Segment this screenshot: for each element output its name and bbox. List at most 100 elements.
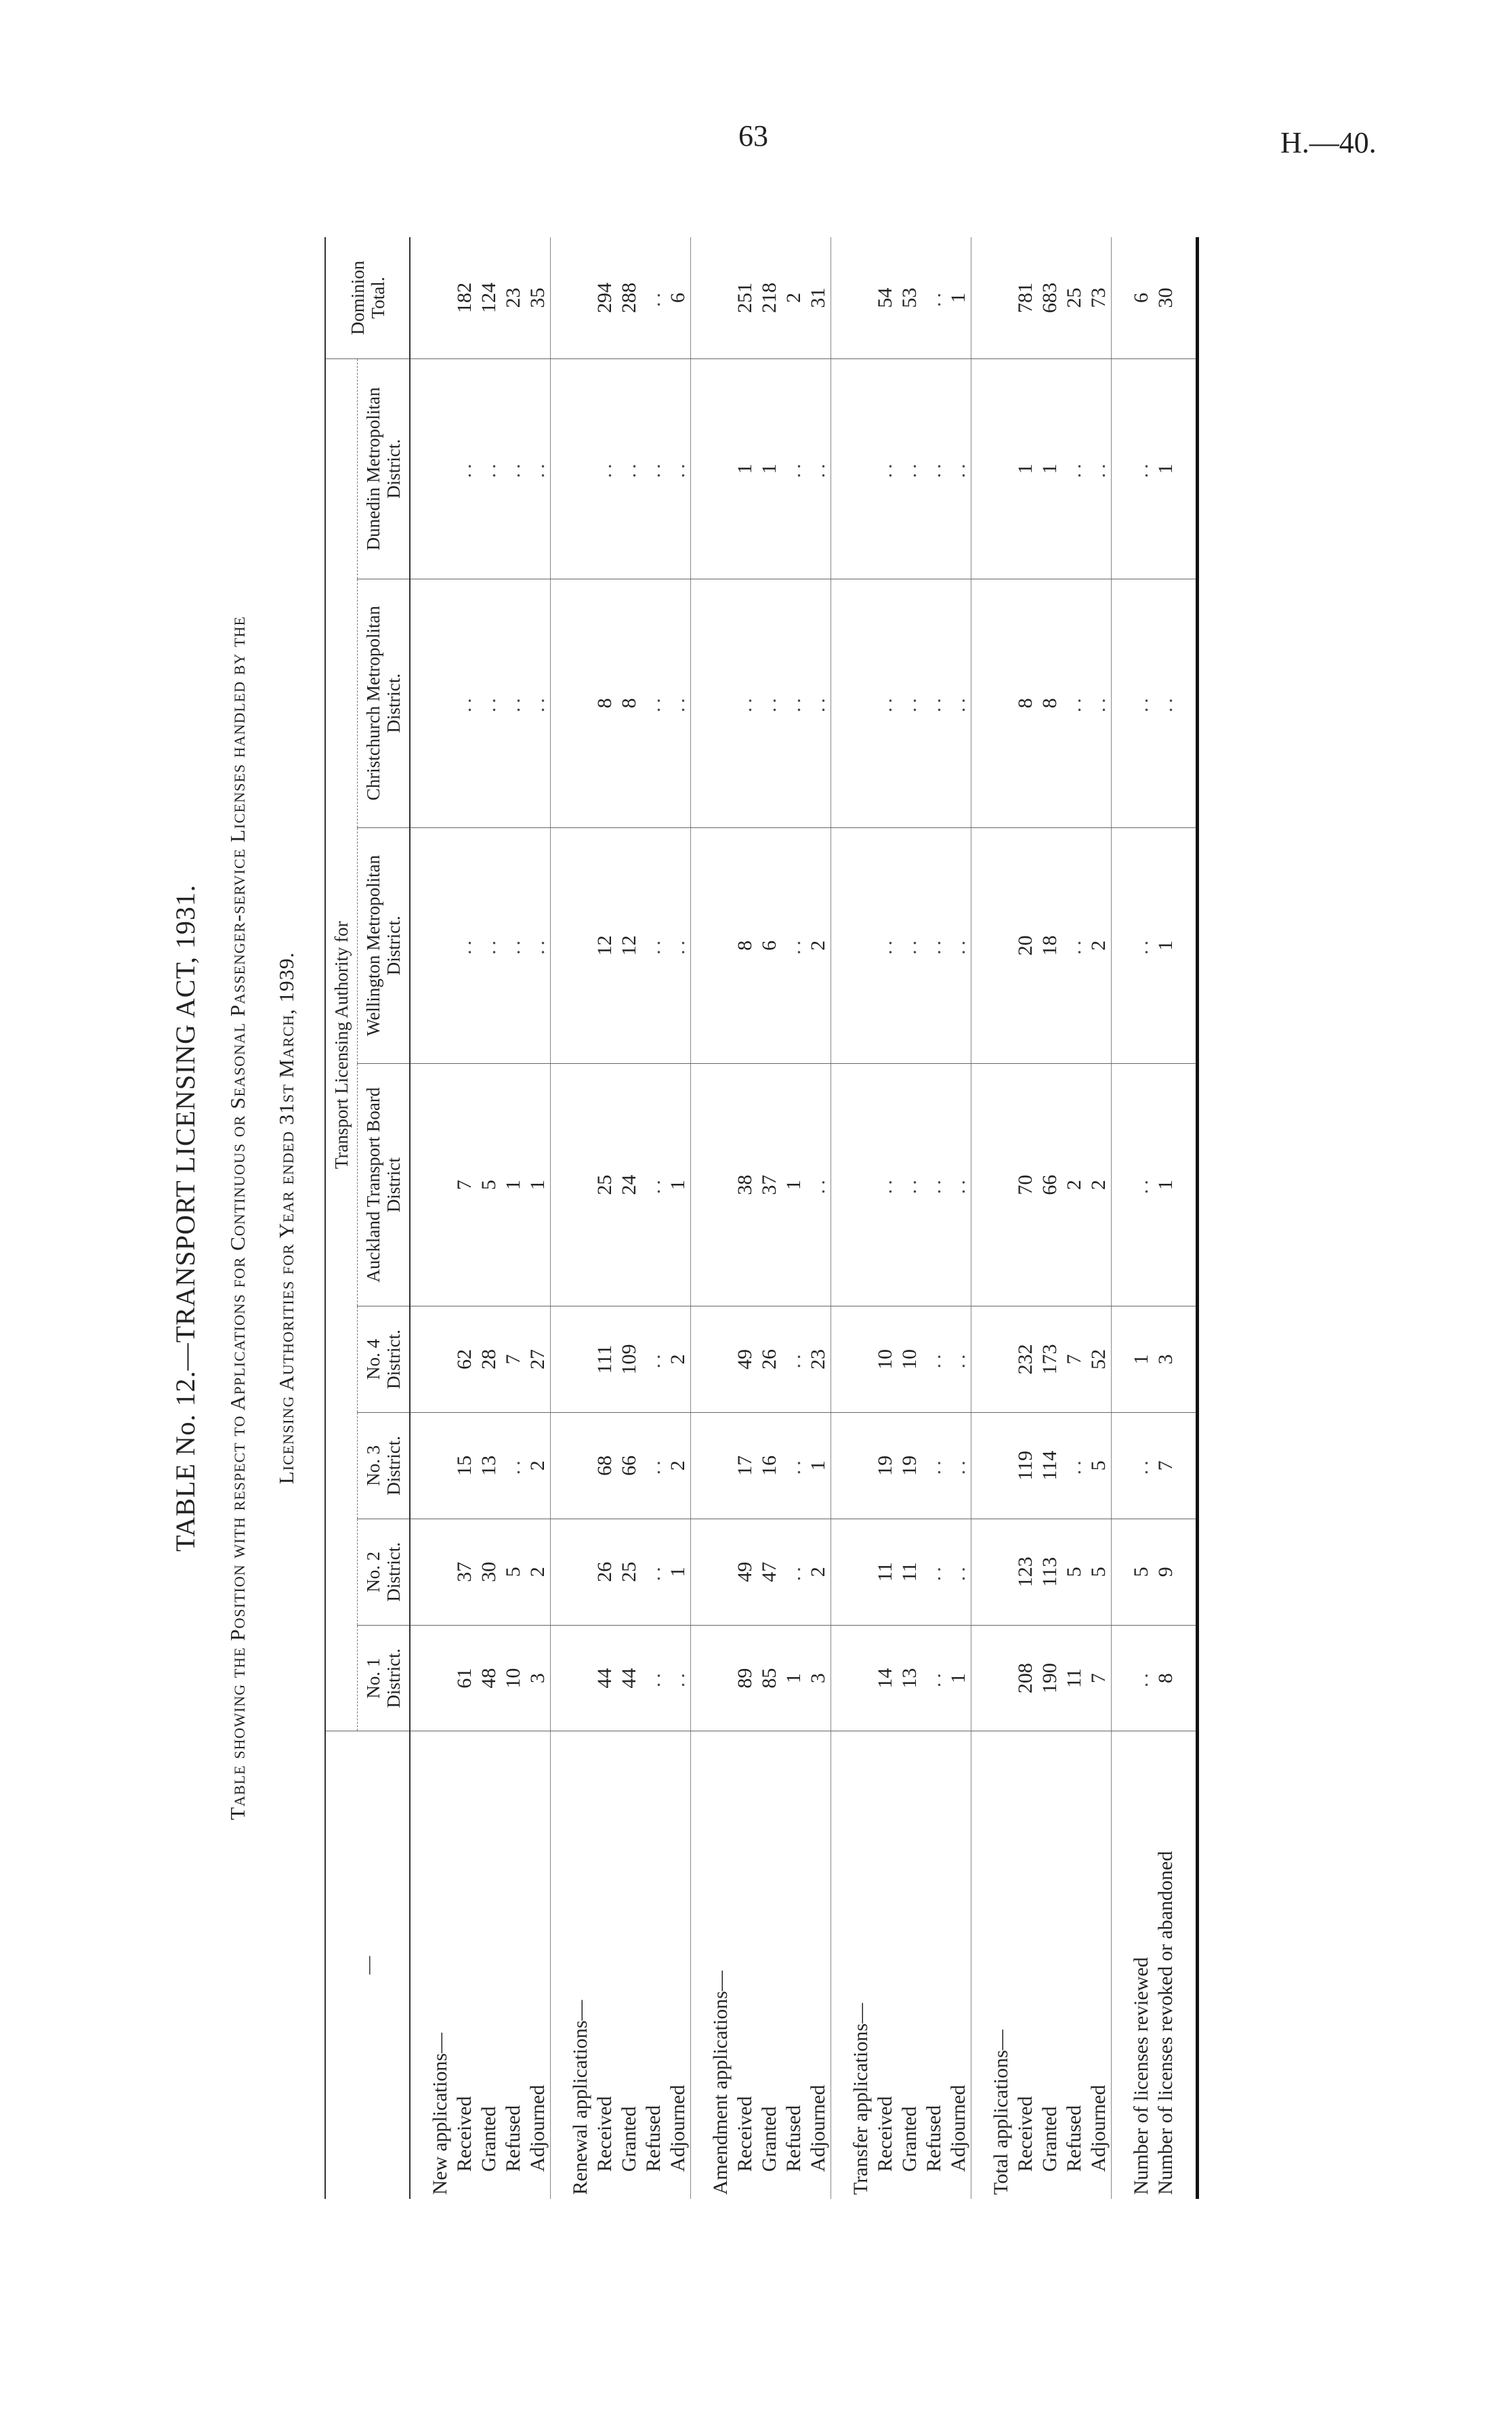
row-label: Refused: [1063, 2105, 1085, 2172]
table-cell: 1: [1013, 358, 1038, 579]
table-cell: ..: [946, 827, 971, 1064]
table-cell: ..: [806, 1063, 831, 1306]
row-label: Refused: [642, 2105, 665, 2172]
table-cell: ..: [898, 579, 922, 828]
table-cell: ..: [782, 1519, 806, 1626]
group-heading-row: New applications—: [428, 237, 453, 2199]
table-cell: 26: [757, 1306, 782, 1413]
table-cell: ..: [617, 358, 642, 579]
table-cell: ..: [782, 827, 806, 1064]
row-label: Granted: [618, 2106, 640, 2172]
table-cell: 66: [617, 1412, 642, 1519]
table-cell: ..: [1154, 579, 1178, 828]
table-row: Number of licenses reviewed.. 5.. 1.......…: [1129, 237, 1154, 2199]
table-cell: 294: [593, 237, 617, 359]
table-cell: ..: [922, 358, 946, 579]
table-cell: 68: [593, 1412, 617, 1519]
table-cell: 5: [477, 1063, 501, 1306]
row-label: Granted: [758, 2106, 780, 2172]
table-cell: ..: [501, 1412, 526, 1519]
table-cell: 12: [617, 827, 642, 1064]
table-cell: 25: [1062, 237, 1087, 359]
table-cell: 1: [757, 358, 782, 579]
table-cell: 123: [1013, 1519, 1038, 1626]
table-cell: 8: [617, 579, 642, 828]
table-cell: ..: [922, 1519, 946, 1626]
table-row: Granted 44 25 66 109 24 12 8.. 288: [617, 237, 642, 2199]
group-heading-row: Amendment applications—: [709, 237, 733, 2199]
table-cell: 6: [1129, 237, 1154, 359]
group-spacer: [690, 237, 709, 2199]
table-cell: 1: [946, 1625, 971, 1731]
group-heading: Renewal applications—: [569, 2000, 591, 2195]
column-header: Wellington Metropolitan District.: [357, 827, 410, 1064]
table-cell: ..: [453, 358, 477, 579]
table-cell: ..: [642, 237, 666, 359]
table-cell: 8: [593, 579, 617, 828]
table-cell: 114: [1038, 1412, 1062, 1519]
table-cell: 1: [806, 1412, 831, 1519]
table-cell: 13: [477, 1412, 501, 1519]
table-cell: 1: [733, 358, 757, 579]
table-cell: 3: [806, 1625, 831, 1731]
group-spacer: [831, 237, 849, 2199]
table-cell: 62: [453, 1306, 477, 1413]
row-label: Refused: [782, 2105, 805, 2172]
table-cell: ..: [946, 358, 971, 579]
table-cell: ..: [453, 827, 477, 1064]
table-row: Refused 1...... 1...... 2: [782, 237, 806, 2199]
table-cell: 2: [526, 1412, 551, 1519]
group-heading: Transfer applications—: [849, 2002, 872, 2195]
table-row: Received 208 123 119 232 70 20 8 1 781: [1013, 237, 1038, 2199]
table-cell: ..: [642, 1063, 666, 1306]
table-cell: 232: [1013, 1306, 1038, 1413]
table-cell: 173: [1038, 1306, 1062, 1413]
table-cell: 11: [898, 1519, 922, 1626]
table-cell: 2: [806, 1519, 831, 1626]
table-cell: ..: [922, 1625, 946, 1731]
table-row: Refused 10 5.. 7 1...... 23: [501, 237, 526, 2199]
table-cell: ..: [666, 827, 691, 1064]
table-cell: ..: [501, 358, 526, 579]
table-cell: 1: [782, 1625, 806, 1731]
table-cell: 1: [666, 1519, 691, 1626]
table-cell: 8: [1154, 1625, 1178, 1731]
table-cell: ..: [1087, 358, 1112, 579]
table-cell: 11: [1062, 1625, 1087, 1731]
table-cell: ..: [526, 358, 551, 579]
row-label: Received: [874, 2096, 896, 2172]
table-cell: ..: [946, 1519, 971, 1626]
table-cell: 1: [666, 1063, 691, 1306]
table-cell: ..: [453, 579, 477, 828]
table-cell: 23: [501, 237, 526, 359]
table-cell: 25: [617, 1519, 642, 1626]
table-row: Granted 190 113 114 173 66 18 8 1 683: [1038, 237, 1062, 2199]
table-cell: 66: [1038, 1063, 1062, 1306]
table-cell: 251: [733, 237, 757, 359]
table-cell: 1: [1038, 358, 1062, 579]
table-cell: 37: [757, 1063, 782, 1306]
table-cell: 27: [526, 1306, 551, 1413]
table-cell: ..: [806, 358, 831, 579]
group-heading-row: Total applications—: [989, 237, 1013, 2199]
table-cell: 2: [1087, 827, 1112, 1064]
column-header: No. 3 District.: [357, 1412, 410, 1519]
table-cell: 10: [873, 1306, 898, 1413]
table-cell: 119: [1013, 1412, 1038, 1519]
table-cell: 37: [453, 1519, 477, 1626]
table-cell: ..: [946, 579, 971, 828]
table-cell: ..: [1087, 579, 1112, 828]
table-cell: 6: [666, 237, 691, 359]
table-cell: ..: [922, 237, 946, 359]
table-cell: 8: [733, 827, 757, 1064]
table-cell: ..: [593, 358, 617, 579]
table-cell: 26: [593, 1519, 617, 1626]
table-row: Adjourned 7 5 5 52 2 2.... 73: [1087, 237, 1112, 2199]
table-cell: 1: [1129, 1306, 1154, 1413]
table-cell: ..: [501, 827, 526, 1064]
table-cell: 23: [806, 1306, 831, 1413]
table-row: Received 44 26 68 111 25 12 8.. 294: [593, 237, 617, 2199]
table-row: Refused..................: [642, 237, 666, 2199]
row-label: Received: [734, 2096, 756, 2172]
table-cell: 31: [806, 237, 831, 359]
